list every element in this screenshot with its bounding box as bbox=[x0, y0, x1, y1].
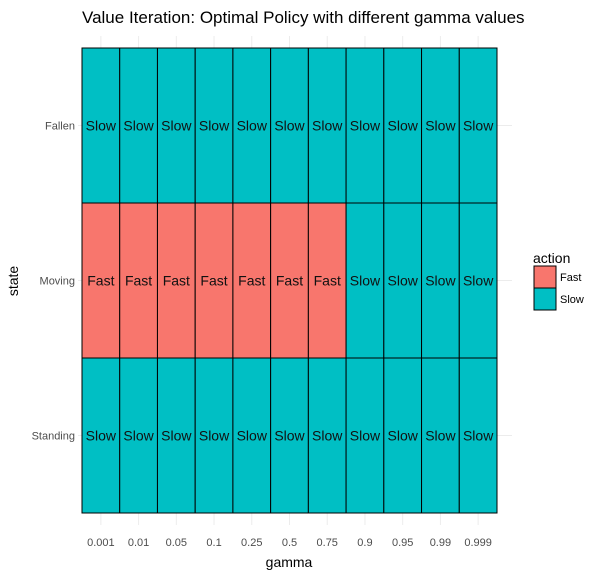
heatmap-cell-label: Fast bbox=[163, 273, 190, 289]
x-tick-label: 0.01 bbox=[128, 537, 149, 549]
legend-title: action bbox=[533, 250, 570, 266]
heatmap-tile bbox=[421, 47, 460, 204]
heatmap-tile bbox=[421, 202, 460, 359]
legend-label-slow: Slow bbox=[560, 294, 584, 306]
heatmap-cell-label: Slow bbox=[199, 118, 230, 134]
heatmap-cell-label: Fast bbox=[276, 273, 303, 289]
y-tick-label: Moving bbox=[40, 276, 75, 288]
heatmap-tile bbox=[156, 47, 196, 204]
heatmap-cell-label: Slow bbox=[388, 273, 419, 289]
x-tick-label: 0.9 bbox=[357, 537, 372, 549]
x-tick-label: 0.25 bbox=[241, 537, 262, 549]
x-tick-label: 0.99 bbox=[430, 537, 451, 549]
heatmap-cell-label: Fast bbox=[125, 273, 152, 289]
heatmap-cell-label: Fast bbox=[200, 273, 227, 289]
heatmap-cell-labels: Slow Slow Slow Slow Slow Slow Slow Slow Slow Slow… bbox=[86, 118, 495, 444]
heatmap-tile bbox=[458, 202, 498, 359]
heatmap-tile bbox=[307, 47, 347, 204]
y-tick-label: Standing bbox=[32, 431, 75, 443]
legend-key-slow bbox=[533, 287, 557, 311]
x-axis-title: gamma bbox=[266, 554, 313, 570]
heatmap-tile bbox=[119, 357, 158, 514]
heatmap-cell-label: Slow bbox=[161, 118, 192, 134]
heatmap-tile bbox=[307, 357, 347, 514]
heatmap-tile bbox=[345, 47, 385, 204]
heatmap-cell-label: Slow bbox=[350, 428, 381, 444]
legend: action Fast Slow bbox=[533, 250, 584, 311]
heatmap-cell-label: Slow bbox=[425, 273, 456, 289]
x-tick-label: 0.5 bbox=[282, 537, 297, 549]
heatmap-tile bbox=[232, 202, 272, 359]
heatmap-cell-label: Slow bbox=[463, 273, 494, 289]
heatmap-tile bbox=[81, 202, 121, 359]
heatmap-cell-label: Slow bbox=[463, 118, 494, 134]
heatmap-cell-label: Slow bbox=[86, 428, 117, 444]
heatmap-tile bbox=[81, 357, 121, 514]
heatmap-cell-label: Slow bbox=[274, 118, 305, 134]
y-tick-label: Fallen bbox=[45, 121, 75, 133]
heatmap-cell-label: Slow bbox=[86, 118, 117, 134]
y-axis-title: state bbox=[5, 266, 21, 297]
legend-label-fast: Fast bbox=[560, 272, 581, 284]
heatmap-tile bbox=[383, 47, 423, 204]
heatmap-cell-label: Slow bbox=[463, 428, 494, 444]
heatmap-tile bbox=[458, 357, 498, 514]
heatmap-tiles bbox=[81, 47, 498, 514]
x-tick-label: 0.95 bbox=[392, 537, 413, 549]
heatmap-cell-label: Slow bbox=[312, 428, 343, 444]
heatmap-cell-label: Slow bbox=[350, 273, 381, 289]
legend-key-fast bbox=[533, 265, 557, 289]
y-axis-ticks: Fallen Moving Standing bbox=[32, 121, 75, 443]
heatmap-cell-label: Slow bbox=[425, 118, 456, 134]
heatmap-tile bbox=[345, 357, 385, 514]
heatmap-cell-label: Slow bbox=[425, 428, 456, 444]
heatmap-tile bbox=[232, 357, 272, 514]
heatmap-cell-label: Slow bbox=[274, 428, 305, 444]
heatmap-cell-label: Slow bbox=[350, 118, 381, 134]
heatmap-cell-label: Slow bbox=[123, 118, 154, 134]
heatmap-tile bbox=[194, 202, 234, 359]
chart-title: Value Iteration: Optimal Policy with dif… bbox=[82, 8, 525, 27]
heatmap-cell-label: Slow bbox=[123, 428, 154, 444]
heatmap-cell-label: Slow bbox=[237, 428, 268, 444]
heatmap-tile bbox=[194, 357, 234, 514]
x-tick-label: 0.999 bbox=[464, 537, 492, 549]
heatmap-cell-label: Slow bbox=[237, 118, 268, 134]
heatmap-cell-label: Fast bbox=[238, 273, 265, 289]
heatmap-tile bbox=[421, 357, 460, 514]
heatmap-tile bbox=[156, 357, 196, 514]
x-tick-label: 0.05 bbox=[166, 537, 187, 549]
x-tick-label: 0.75 bbox=[317, 537, 338, 549]
x-tick-label: 0.1 bbox=[206, 537, 221, 549]
heatmap-cell-label: Slow bbox=[388, 428, 419, 444]
heatmap-cell-label: Fast bbox=[87, 273, 114, 289]
heatmap-cell-label: Slow bbox=[388, 118, 419, 134]
heatmap-tile bbox=[270, 357, 309, 514]
heatmap-cell-label: Slow bbox=[161, 428, 192, 444]
heatmap-cell-label: Fast bbox=[314, 273, 341, 289]
heatmap-tile bbox=[458, 47, 498, 204]
heatmap-cell-label: Slow bbox=[312, 118, 343, 134]
x-axis-ticks: 0.001 0.01 0.05 0.1 0.25 0.5 0.75 0.9 0.95 0.99 0.… bbox=[87, 537, 492, 549]
heatmap-cell-label: Slow bbox=[199, 428, 230, 444]
heatmap-tile bbox=[270, 47, 309, 204]
heatmap-tile bbox=[383, 357, 423, 514]
x-tick-label: 0.001 bbox=[87, 537, 115, 549]
